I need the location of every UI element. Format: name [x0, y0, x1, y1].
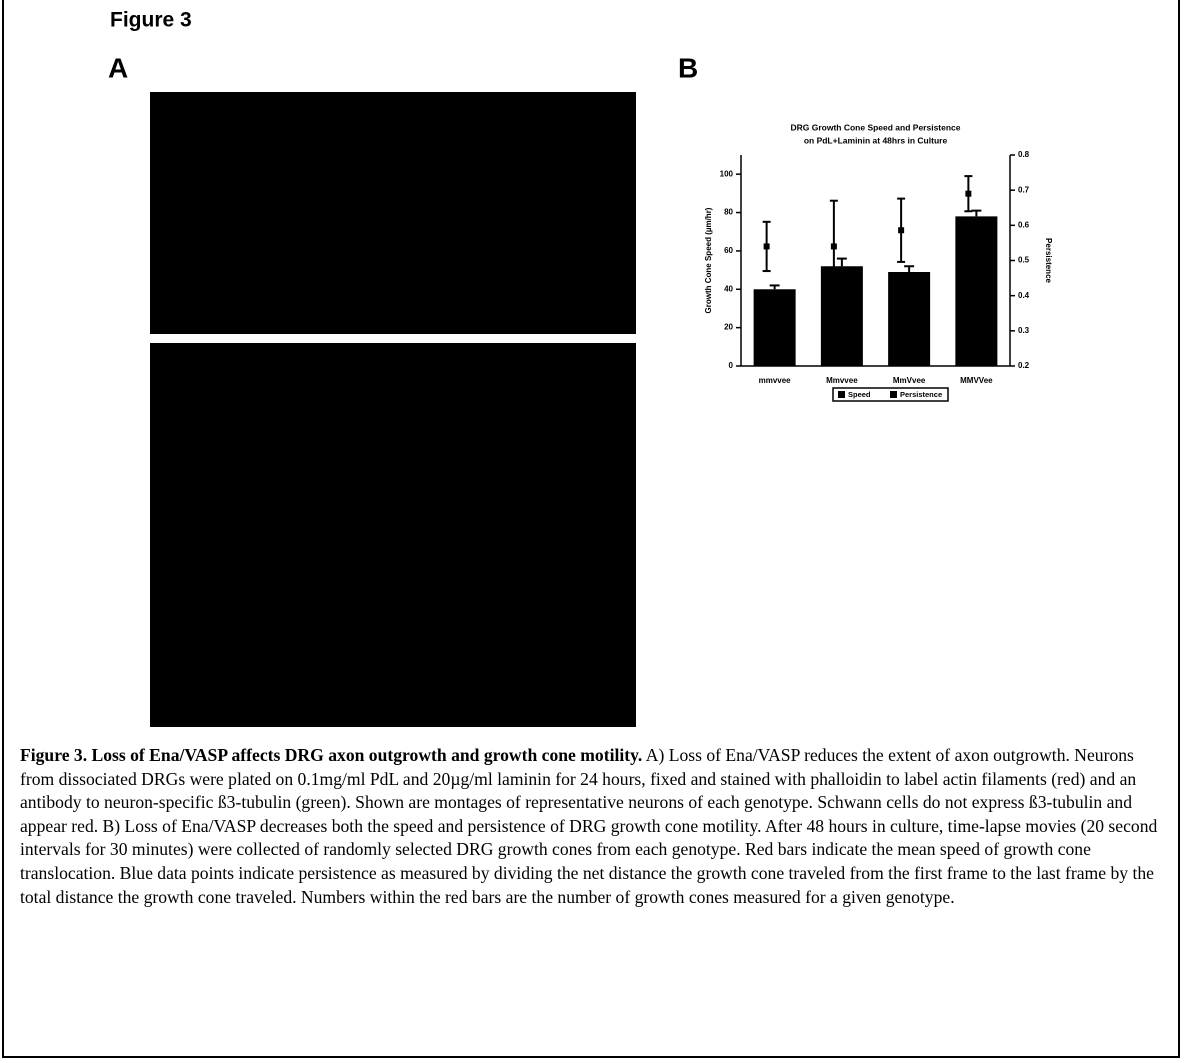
chart-title: DRG Growth Cone Speed and Persistence — [790, 122, 960, 132]
y-axis-label: Growth Cone Speed (µm/hr) — [704, 207, 713, 313]
panel-label: A — [108, 52, 128, 83]
y2-tick-label: 0.8 — [1018, 150, 1030, 159]
figure-label: Figure 3 — [110, 9, 192, 32]
x-tick-label: Mmvvee — [826, 376, 858, 385]
y-tick-label: 80 — [724, 208, 733, 217]
chart-title: on PdL+Laminin at 48hrs in Culture — [804, 135, 948, 145]
y-tick-label: 40 — [724, 284, 733, 293]
y-tick-label: 0 — [729, 361, 734, 370]
x-tick-label: MMVVee — [960, 376, 993, 385]
y-tick-label: 100 — [720, 169, 734, 178]
legend-swatch — [838, 391, 845, 398]
caption-title: Figure 3. Loss of Ena/VASP affects DRG a… — [20, 745, 643, 765]
bar — [955, 216, 998, 366]
figure: Figure 3 A B DRG Growth Cone Speed and P… — [108, 9, 1053, 727]
bar — [753, 289, 796, 366]
legend-swatch — [890, 391, 897, 398]
y2-tick-label: 0.3 — [1018, 326, 1030, 335]
point — [898, 227, 905, 234]
y2-tick-label: 0.4 — [1018, 291, 1030, 300]
point — [965, 190, 972, 197]
caption-body: A) Loss of Ena/VASP reduces the extent o… — [20, 745, 1158, 907]
x-tick-label: MmVvee — [893, 376, 926, 385]
legend-box — [832, 387, 949, 402]
micrograph — [150, 343, 636, 727]
legend-label: Persistence — [900, 390, 942, 399]
legend-label: Speed — [848, 390, 871, 399]
y-tick-label: 60 — [724, 246, 733, 255]
caption: Figure 3. Loss of Ena/VASP affects DRG a… — [20, 744, 1172, 909]
y2-tick-label: 0.6 — [1018, 220, 1030, 229]
y2-tick-label: 0.7 — [1018, 185, 1030, 194]
point — [763, 243, 770, 250]
micrograph — [150, 92, 636, 334]
point — [830, 243, 837, 250]
bar — [820, 266, 863, 366]
y2-tick-label: 0.2 — [1018, 361, 1030, 370]
y2-axis-label: Persistence — [1044, 238, 1053, 283]
x-tick-label: mmvvee — [759, 376, 792, 385]
y2-tick-label: 0.5 — [1018, 256, 1030, 265]
panel-label: B — [678, 52, 698, 83]
bar — [888, 272, 931, 366]
y-tick-label: 20 — [724, 323, 733, 332]
